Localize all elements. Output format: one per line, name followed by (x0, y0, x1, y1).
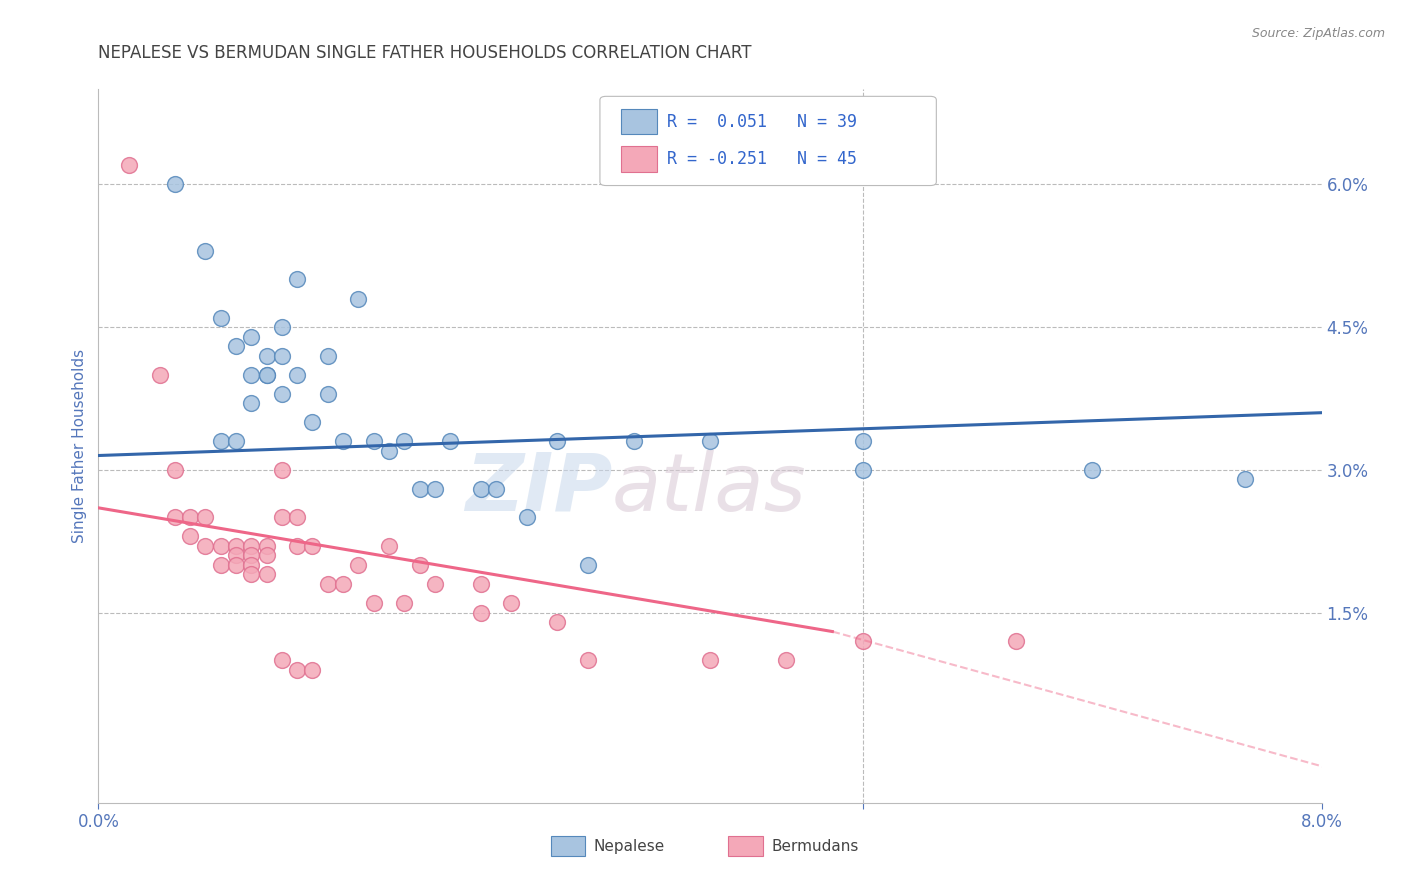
Point (163, 463, 186, 477)
Point (408, 558, 430, 572)
Point (240, 539, 263, 553)
Point (699, 653, 721, 667)
Point (270, 349, 294, 363)
Text: Nepalese: Nepalese (593, 838, 665, 854)
Point (270, 463, 294, 477)
Point (209, 310, 232, 325)
Point (378, 539, 401, 553)
Point (1081, 463, 1104, 477)
Point (256, 368, 278, 382)
FancyBboxPatch shape (728, 837, 762, 856)
Point (240, 368, 263, 382)
Point (408, 482, 430, 496)
Point (775, 653, 797, 667)
Point (225, 558, 247, 572)
Point (270, 653, 294, 667)
Point (470, 482, 492, 496)
Point (209, 558, 232, 572)
Point (301, 663, 323, 677)
Point (347, 292, 370, 306)
Point (256, 567, 278, 582)
Point (256, 539, 278, 553)
Point (392, 434, 416, 449)
Point (256, 349, 278, 363)
Point (240, 549, 263, 563)
Text: NEPALESE VS BERMUDAN SINGLE FATHER HOUSEHOLDS CORRELATION CHART: NEPALESE VS BERMUDAN SINGLE FATHER HOUSE… (98, 45, 752, 62)
Text: Bermudans: Bermudans (772, 838, 859, 854)
Point (240, 329, 263, 343)
Point (179, 510, 201, 524)
Point (378, 443, 401, 458)
Point (163, 178, 186, 192)
Point (392, 596, 416, 610)
Point (301, 415, 323, 429)
Point (194, 510, 217, 524)
Point (240, 396, 263, 410)
Point (209, 539, 232, 553)
Point (576, 653, 599, 667)
Point (699, 434, 721, 449)
Point (285, 368, 308, 382)
Point (285, 663, 308, 677)
Point (225, 339, 247, 353)
Point (270, 510, 294, 524)
Text: Source: ZipAtlas.com: Source: ZipAtlas.com (1251, 27, 1385, 40)
Point (1004, 634, 1026, 648)
Point (316, 349, 339, 363)
Point (301, 539, 323, 553)
FancyBboxPatch shape (600, 96, 936, 186)
Point (316, 577, 339, 591)
Point (546, 615, 568, 629)
FancyBboxPatch shape (551, 837, 585, 856)
Point (285, 272, 308, 286)
Point (470, 606, 492, 620)
Point (852, 463, 875, 477)
Point (423, 482, 446, 496)
Point (623, 434, 645, 449)
Text: R =  0.051   N = 39: R = 0.051 N = 39 (668, 112, 858, 130)
Point (285, 510, 308, 524)
Point (546, 434, 568, 449)
Point (179, 529, 201, 543)
Point (316, 386, 339, 401)
Text: atlas: atlas (612, 450, 807, 528)
Point (209, 434, 232, 449)
Point (363, 596, 385, 610)
Point (516, 510, 538, 524)
Point (347, 558, 370, 572)
Point (332, 434, 354, 449)
Point (285, 539, 308, 553)
Point (225, 539, 247, 553)
Point (501, 596, 523, 610)
Point (163, 510, 186, 524)
Point (332, 577, 354, 591)
Point (118, 158, 141, 172)
Point (852, 434, 875, 449)
Text: R = -0.251   N = 45: R = -0.251 N = 45 (668, 150, 858, 169)
Y-axis label: Single Father Households: Single Father Households (72, 349, 87, 543)
Point (470, 577, 492, 591)
Point (149, 368, 172, 382)
FancyBboxPatch shape (620, 146, 658, 172)
Point (485, 482, 508, 496)
Point (194, 244, 217, 258)
Point (576, 558, 599, 572)
Point (270, 386, 294, 401)
Point (225, 549, 247, 563)
FancyBboxPatch shape (620, 109, 658, 135)
Text: ZIP: ZIP (465, 450, 612, 528)
Point (256, 368, 278, 382)
Point (240, 567, 263, 582)
Point (363, 434, 385, 449)
Point (1234, 472, 1257, 486)
Point (240, 558, 263, 572)
Point (270, 320, 294, 334)
Point (852, 634, 875, 648)
Point (225, 434, 247, 449)
Point (439, 434, 461, 449)
Point (256, 549, 278, 563)
Point (423, 577, 446, 591)
Point (194, 539, 217, 553)
